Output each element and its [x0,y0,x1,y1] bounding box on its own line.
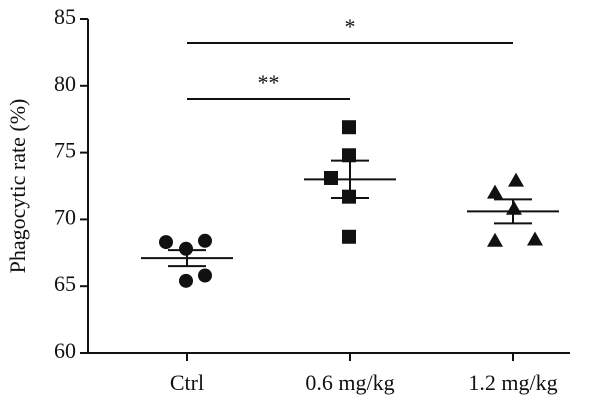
x-tick-label: Ctrl [170,370,204,395]
y-axis-label: Phagocytic rate (%) [5,99,30,274]
y-tick-label: 80 [54,71,76,96]
point [198,268,212,283]
point [527,231,543,246]
point [179,273,193,288]
point [342,148,356,163]
y-tick-label: 65 [54,271,76,296]
x-tick-label: 1.2 mg/kg [468,370,557,395]
point [198,233,212,248]
point [342,120,356,135]
x-tick-label: 0.6 mg/kg [305,370,394,395]
significance-label: ** [258,70,280,95]
point [342,229,356,244]
y-tick-label: 75 [54,138,76,163]
significance-label: * [345,14,356,39]
point [487,232,503,247]
y-tick-label: 60 [54,338,76,363]
y-tick-label: 85 [54,4,76,29]
point [159,235,173,250]
point [508,172,524,187]
point [487,184,503,199]
point [324,170,338,185]
y-tick-label: 70 [54,204,76,229]
point [179,241,193,256]
